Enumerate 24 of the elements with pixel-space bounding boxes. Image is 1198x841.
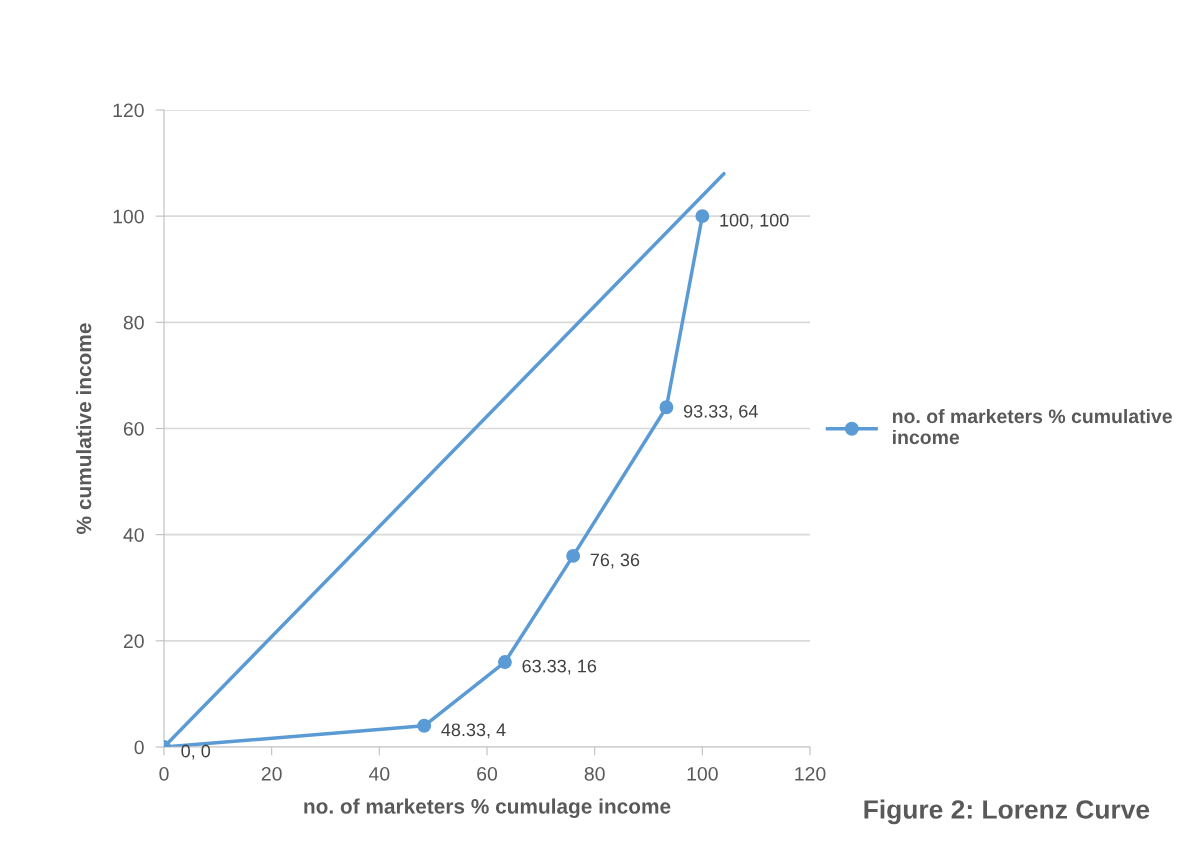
data-label: 63.33, 16: [522, 659, 597, 675]
data-label: 93.33, 64: [683, 404, 758, 420]
y-tick-label: 20: [123, 634, 144, 649]
data-label: 0, 0: [181, 744, 211, 760]
y-tick-label: 80: [123, 315, 144, 330]
legend-label: no. of marketers % cumulative income: [892, 408, 1172, 445]
y-tick-label: 60: [123, 421, 144, 436]
x-tick-label: 100: [687, 766, 718, 781]
data-label: 100, 100: [720, 213, 789, 229]
y-axis-title: % cumulative income: [76, 323, 92, 534]
x-tick-label: 120: [795, 766, 826, 781]
y-tick-label: 40: [123, 528, 144, 542]
data-label: 76, 36: [590, 553, 640, 569]
y-tick-label: 0: [134, 740, 144, 755]
y-tick-label: 100: [113, 209, 144, 224]
x-tick-label: 80: [584, 766, 605, 781]
x-axis-title: no. of marketers % cumulage income: [304, 798, 671, 818]
data-label: 48.33, 4: [441, 723, 506, 739]
y-tick-label: 120: [113, 103, 144, 118]
x-tick-label: 0: [159, 766, 169, 781]
x-tick-label: 20: [261, 766, 282, 781]
x-tick-label: 60: [477, 766, 498, 781]
caption: Figure 2: Lorenz Curve: [864, 799, 1150, 825]
x-tick-label: 40: [368, 766, 390, 781]
